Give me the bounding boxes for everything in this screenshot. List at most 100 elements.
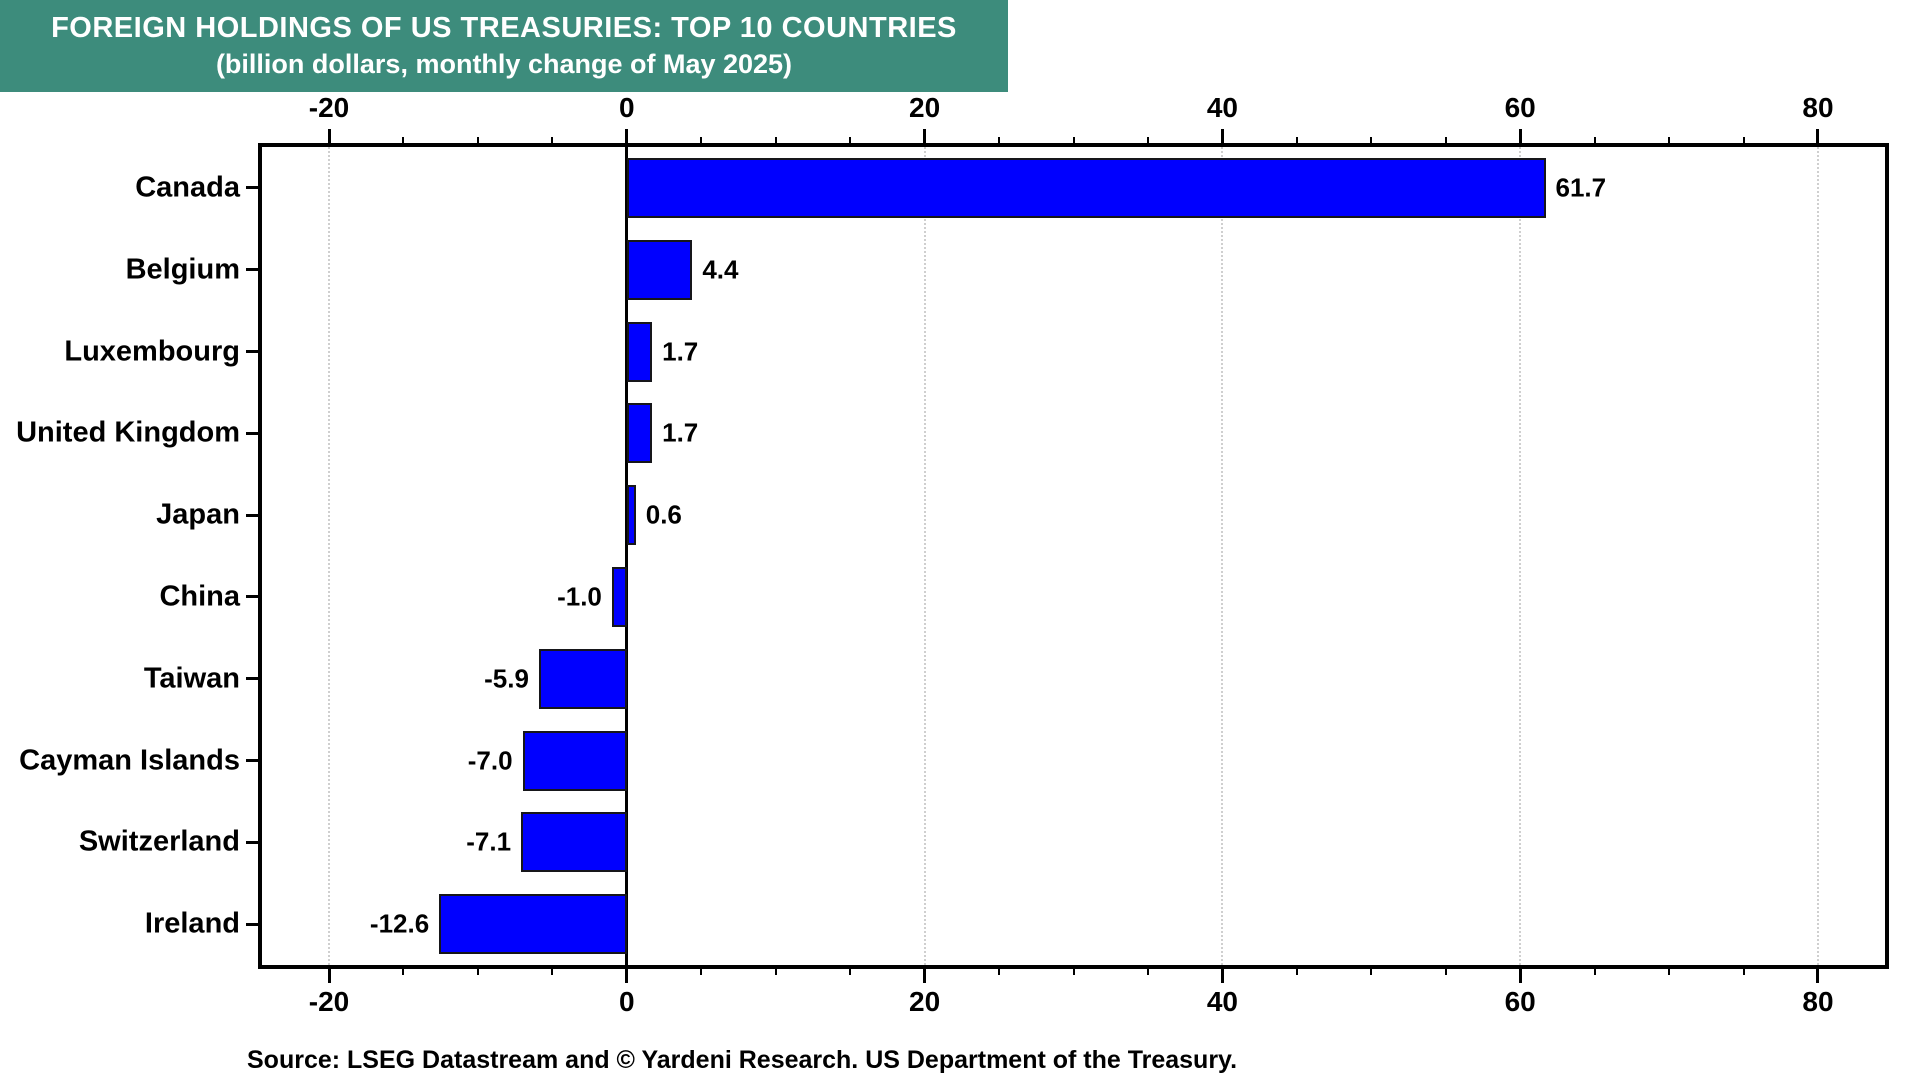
x-minor-tick-top-75 [1742, 137, 1745, 147]
value-label-luxembourg: 1.7 [662, 336, 699, 366]
x-axis-label-top-40: 40 [1206, 92, 1238, 123]
x-axis-label-top-0: 0 [619, 92, 635, 123]
bar-switzerland [521, 812, 627, 873]
x-minor-tick-bottom-10 [774, 965, 777, 975]
x-minor-tick-top--10 [476, 137, 479, 147]
x-axis-label-bottom-40: 40 [1206, 986, 1238, 1017]
x-tick-bottom-60 [1518, 965, 1522, 983]
y-tick-united-kingdom [246, 431, 261, 435]
x-minor-tick-bottom-35 [1146, 965, 1149, 975]
x-axis-label-bottom--20: -20 [308, 986, 350, 1017]
category-label-cayman-islands: Cayman Islands [19, 744, 240, 776]
x-minor-tick-top-70 [1668, 137, 1671, 147]
x-minor-tick-top-35 [1146, 137, 1149, 147]
x-tick-bottom-80 [1816, 965, 1820, 983]
x-tick-top-80 [1816, 129, 1820, 147]
grid-line-x-20 [923, 147, 926, 965]
category-label-taiwan: Taiwan [143, 662, 240, 695]
x-minor-tick-bottom-30 [1072, 965, 1075, 975]
x-axis-label-bottom-0: 0 [619, 986, 635, 1017]
chart-subtitle: (billion dollars, monthly change of May … [215, 49, 793, 79]
value-label-japan: 0.6 [645, 499, 682, 530]
plot-area: 61.7 4.4 1.7 1.7 0.6 -1.0 -5.9 -7.0 -7.1 -12.6 [258, 143, 1889, 969]
x-minor-tick-top--15 [402, 137, 405, 147]
x-tick-bottom-20 [923, 965, 927, 983]
x-tick-top--20 [327, 129, 331, 147]
x-axis-label-bottom-20: 20 [909, 986, 941, 1017]
x-tick-bottom-40 [1220, 965, 1224, 983]
bar-belgium [626, 239, 693, 300]
y-tick-switzerland [246, 840, 261, 844]
y-tick-cayman-islands [246, 759, 261, 762]
x-minor-tick-bottom-55 [1444, 965, 1447, 975]
category-label-china: China [159, 580, 240, 613]
value-label-switzerland: -7.1 [466, 826, 512, 857]
x-minor-tick-bottom-75 [1742, 965, 1745, 975]
x-minor-tick-top--5 [551, 137, 554, 147]
x-tick-bottom--20 [327, 965, 331, 983]
y-tick-taiwan [246, 677, 261, 681]
x-axis-label-top-60: 60 [1504, 92, 1536, 123]
category-label-ireland: Ireland [144, 907, 240, 940]
x-minor-tick-top-55 [1444, 137, 1447, 147]
x-minor-tick-bottom-25 [998, 965, 1001, 975]
category-label-luxembourg: Luxembourg [64, 335, 240, 367]
x-axis-ticks-top [262, 129, 1885, 147]
bar-japan [626, 485, 636, 546]
x-minor-tick-top-25 [998, 137, 1001, 147]
x-axis-labels-bottom: -20 0 20 40 60 80 [262, 986, 1885, 1020]
value-label-ireland: -12.6 [369, 908, 430, 939]
value-label-cayman-islands: -7.0 [467, 745, 513, 775]
x-tick-top-60 [1518, 129, 1522, 147]
x-minor-tick-top-5 [700, 137, 703, 147]
category-label-japan: Japan [156, 498, 240, 531]
y-axis-category-labels: Canada Belgium Luxembourg United Kingdom Jap… [0, 147, 240, 965]
x-axis-label-top--20: -20 [308, 92, 350, 123]
x-tick-top-20 [923, 129, 927, 147]
x-minor-tick-top-30 [1072, 137, 1075, 147]
x-minor-tick-bottom-5 [700, 965, 703, 975]
bar-china [611, 566, 627, 627]
grid-line-x-40 [1221, 147, 1224, 965]
bar-canada [626, 157, 1546, 218]
x-minor-tick-bottom--15 [402, 965, 405, 975]
grid-line-x--20 [328, 147, 330, 965]
x-minor-tick-top-50 [1370, 137, 1373, 147]
x-axis-label-bottom-80: 80 [1802, 986, 1834, 1017]
x-minor-tick-bottom-65 [1593, 965, 1596, 975]
bar-ireland [439, 894, 627, 955]
source-note: Source: LSEG Datastream and © Yardeni Re… [247, 1046, 1238, 1074]
bar-taiwan [538, 648, 627, 709]
x-minor-tick-bottom-50 [1370, 965, 1373, 975]
x-axis-labels-top: -20 0 20 40 60 80 [262, 92, 1885, 126]
y-tick-belgium [246, 268, 261, 272]
x-axis-label-top-80: 80 [1802, 92, 1834, 123]
x-minor-tick-top-15 [849, 137, 852, 147]
x-tick-top-0 [625, 129, 629, 147]
y-tick-japan [246, 513, 261, 517]
x-minor-tick-bottom-70 [1668, 965, 1671, 975]
value-label-taiwan: -5.9 [484, 663, 529, 694]
value-label-united-kingdom: 1.7 [662, 417, 699, 448]
bar-cayman-islands [522, 730, 627, 791]
value-label-belgium: 4.4 [702, 254, 739, 285]
chart-title-banner: FOREIGN HOLDINGS OF US TREASURIES: TOP 1… [0, 0, 1008, 92]
x-minor-tick-bottom-45 [1295, 965, 1298, 975]
bar-luxembourg [626, 321, 653, 382]
x-tick-bottom-0 [625, 965, 629, 983]
grid-line-x-60 [1519, 147, 1522, 965]
x-minor-tick-bottom-15 [849, 965, 852, 975]
x-minor-tick-bottom--5 [551, 965, 554, 975]
x-minor-tick-top-65 [1593, 137, 1596, 147]
value-label-canada: 61.7 [1555, 172, 1607, 203]
x-axis-label-bottom-60: 60 [1504, 986, 1536, 1017]
x-tick-top-40 [1220, 129, 1224, 147]
bar-united-kingdom [626, 403, 653, 464]
x-axis-label-top-20: 20 [909, 92, 941, 123]
zero-line [625, 147, 629, 965]
value-label-china: -1.0 [557, 581, 602, 612]
y-tick-china [246, 595, 261, 599]
y-tick-canada [246, 186, 261, 190]
chart-title: FOREIGN HOLDINGS OF US TREASURIES: TOP 1… [51, 12, 957, 44]
